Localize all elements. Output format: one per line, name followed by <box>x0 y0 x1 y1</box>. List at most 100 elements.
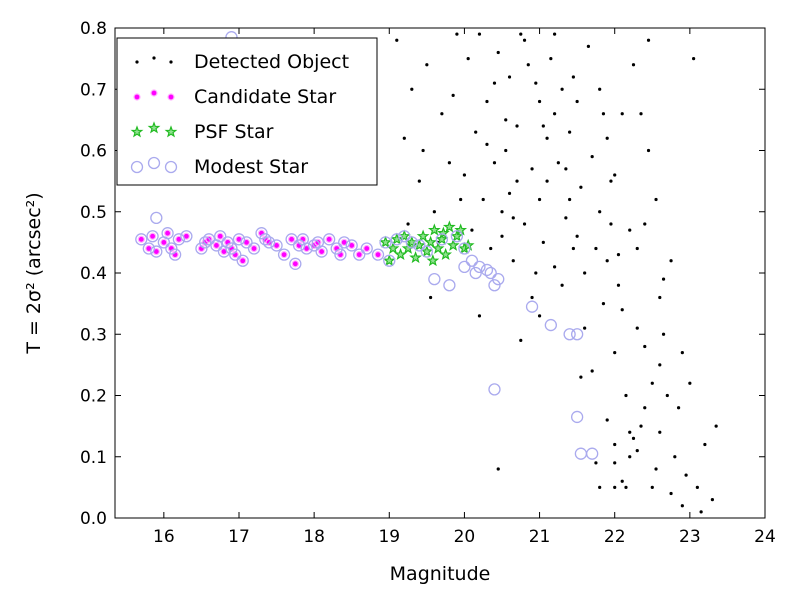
legend-label: Modest Star <box>194 156 308 178</box>
point <box>522 222 527 226</box>
point <box>287 235 296 243</box>
point <box>519 338 523 342</box>
point <box>212 241 221 250</box>
point <box>605 259 609 263</box>
point <box>398 230 411 243</box>
legend-marker <box>164 160 178 174</box>
point <box>504 118 508 122</box>
point <box>650 381 654 385</box>
point <box>470 228 474 232</box>
point <box>325 235 333 243</box>
point <box>277 248 291 261</box>
point <box>443 279 456 292</box>
point <box>334 248 347 261</box>
point <box>560 283 564 287</box>
point <box>432 210 436 214</box>
point <box>628 228 632 232</box>
point <box>676 406 681 410</box>
point <box>360 242 373 255</box>
legend-marker <box>167 93 175 101</box>
point <box>421 148 425 153</box>
point <box>480 263 494 277</box>
point <box>631 436 636 440</box>
point <box>635 326 639 330</box>
point <box>202 233 216 246</box>
point <box>426 254 440 267</box>
point <box>363 244 371 253</box>
point <box>504 148 508 153</box>
legend-marker <box>147 121 161 134</box>
point <box>564 216 568 220</box>
point <box>635 449 639 453</box>
point <box>440 112 444 116</box>
point <box>221 236 234 249</box>
point <box>150 211 163 225</box>
point <box>435 232 449 245</box>
point <box>688 381 692 385</box>
point <box>455 32 459 36</box>
point <box>601 112 606 116</box>
point <box>545 179 549 183</box>
point <box>575 234 579 238</box>
point <box>240 236 253 249</box>
point <box>345 239 358 252</box>
point <box>500 210 504 214</box>
point <box>412 238 426 251</box>
point <box>150 245 163 258</box>
point <box>371 248 385 261</box>
point <box>537 314 542 318</box>
point <box>481 197 485 202</box>
point <box>458 260 471 274</box>
y-tick-label: 0.0 <box>80 509 107 529</box>
point <box>405 236 418 249</box>
point <box>232 233 246 246</box>
point <box>613 485 617 489</box>
y-tick-label: 0.2 <box>80 387 107 407</box>
point <box>624 393 628 398</box>
point <box>541 124 545 128</box>
point <box>300 242 313 255</box>
point <box>545 136 549 140</box>
legend-marker <box>130 160 144 174</box>
point <box>650 485 654 489</box>
point <box>598 210 602 214</box>
plot-area <box>135 31 718 514</box>
point <box>225 242 238 255</box>
point <box>646 38 651 42</box>
point <box>315 245 328 258</box>
legend-marker <box>152 56 156 60</box>
point <box>195 242 208 255</box>
point <box>390 232 404 245</box>
point <box>570 328 584 341</box>
point <box>583 326 587 330</box>
point <box>383 254 396 267</box>
point <box>620 112 624 116</box>
point <box>515 124 519 128</box>
point <box>594 461 598 465</box>
x-tick-label: 16 <box>153 527 175 547</box>
legend-marker <box>169 60 173 64</box>
point <box>406 222 410 226</box>
point <box>492 272 505 286</box>
x-tick-label: 22 <box>604 527 626 547</box>
point <box>624 485 628 489</box>
y-tick-label: 0.8 <box>80 19 107 39</box>
legend-label: PSF Star <box>194 121 274 143</box>
point <box>583 271 587 275</box>
point <box>199 236 212 249</box>
point <box>643 406 647 410</box>
point <box>496 50 500 55</box>
point <box>669 491 673 496</box>
point <box>416 229 430 242</box>
point <box>318 247 326 256</box>
legend-marker <box>133 93 141 101</box>
point <box>484 266 497 280</box>
point <box>401 241 415 254</box>
point <box>485 99 489 104</box>
point <box>394 247 407 261</box>
point <box>458 242 471 255</box>
point <box>165 242 178 255</box>
point <box>465 254 479 267</box>
point <box>466 57 470 61</box>
